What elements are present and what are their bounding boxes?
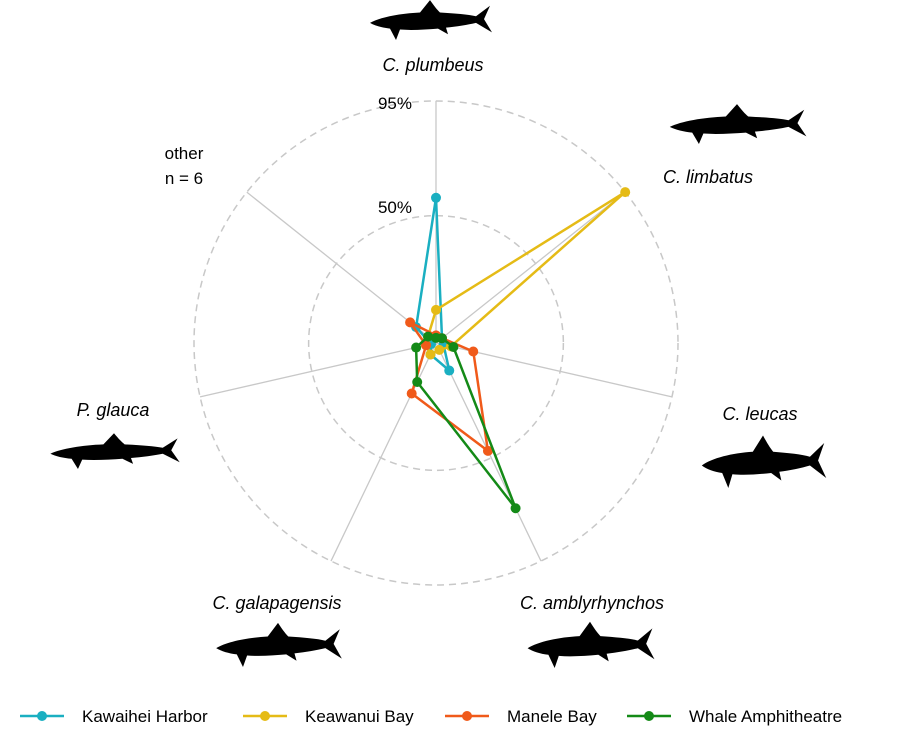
- spoke-p-glauca: [199, 342, 437, 398]
- axis-label-c-amblyrhynchos: C. amblyrhynchos: [520, 593, 664, 613]
- point-whale-amphitheatre-c-galapagensis: [412, 377, 423, 388]
- axis-label-c-leucas: C. leucas: [722, 404, 797, 424]
- legend-item-keawanui-bay: Keawanui Bay: [243, 707, 414, 726]
- point-manele-bay-c-leucas: [468, 346, 479, 357]
- axis-labels: C. plumbeus C. limbatus C. leucas C. amb…: [77, 55, 798, 613]
- legend-item-manele-bay: Manele Bay: [445, 707, 597, 726]
- point-kawaihei-harbor-c-plumbeus: [431, 192, 441, 203]
- legend-marker-manele-bay: [462, 711, 472, 721]
- axis-label-c-plumbeus: C. plumbeus: [382, 55, 483, 75]
- spoke-c-limbatus: [435, 191, 626, 344]
- axis-label-p-glauca: P. glauca: [77, 400, 150, 420]
- point-whale-amphitheatre-c-limbatus: [436, 333, 447, 344]
- legend-label-manele-bay: Manele Bay: [507, 707, 597, 726]
- c-amblyrhynchos-shark-icon: [527, 621, 655, 668]
- p-glauca-shark-icon: [50, 433, 180, 469]
- legend-marker-whale-amphitheatre: [644, 711, 654, 721]
- point-keawanui-bay-c-limbatus: [620, 187, 631, 198]
- point-keawanui-bay-c-amblyrhynchos: [434, 344, 445, 355]
- ring-tick-labels: 50% 95%: [378, 94, 412, 217]
- point-manele-bay-p-glauca: [421, 340, 432, 351]
- spoke-c-galapagensis: [330, 342, 437, 562]
- point-keawanui-bay-c-plumbeus: [431, 304, 441, 315]
- axis-label-c-galapagensis: C. galapagensis: [212, 593, 341, 613]
- point-whale-amphitheatre-other: [423, 331, 434, 342]
- c-leucas-shark-icon: [701, 435, 827, 488]
- legend-label-kawaihei-harbor: Kawaihei Harbor: [82, 707, 208, 726]
- legend-label-keawanui-bay: Keawanui Bay: [305, 707, 414, 726]
- ring-tick-label-95: 95%: [378, 94, 412, 113]
- spoke-other: [246, 191, 437, 344]
- point-manele-bay-c-amblyrhynchos: [482, 445, 493, 456]
- ring-50: [307, 214, 565, 472]
- series-whale-amphitheatre: [411, 331, 521, 514]
- axis-label-other-count: n = 6: [165, 169, 203, 188]
- point-whale-amphitheatre-c-leucas: [448, 341, 459, 352]
- legend-item-whale-amphitheatre: Whale Amphitheatre: [627, 707, 842, 726]
- chart-legend: Kawaihei Harbor Keawanui Bay Manele Bay …: [20, 707, 842, 726]
- ring-95: [193, 100, 679, 586]
- point-manele-bay-other: [405, 317, 416, 328]
- series-line-whale-amphitheatre: [414, 335, 517, 510]
- legend-marker-keawanui-bay: [260, 711, 270, 721]
- radar-rings: [193, 100, 679, 586]
- legend-item-kawaihei-harbor: Kawaihei Harbor: [20, 707, 208, 726]
- point-whale-amphitheatre-c-amblyrhynchos: [510, 503, 521, 514]
- radar-grid: [193, 100, 679, 586]
- legend-marker-kawaihei-harbor: [37, 711, 47, 721]
- radar-series: [405, 187, 631, 514]
- axis-label-other: other: [165, 144, 204, 163]
- c-galapagensis-shark-icon: [216, 622, 342, 667]
- point-whale-amphitheatre-p-glauca: [411, 342, 422, 353]
- legend-label-whale-amphitheatre: Whale Amphitheatre: [689, 707, 842, 726]
- point-kawaihei-harbor-c-amblyrhynchos: [444, 365, 455, 376]
- c-limbatus-shark-icon: [669, 104, 807, 144]
- point-manele-bay-c-galapagensis: [406, 388, 417, 399]
- point-keawanui-bay-c-galapagensis: [425, 349, 436, 360]
- c-plumbeus-shark-icon: [370, 0, 492, 41]
- ring-tick-label-50: 50%: [378, 198, 412, 217]
- axis-label-c-limbatus: C. limbatus: [663, 167, 753, 187]
